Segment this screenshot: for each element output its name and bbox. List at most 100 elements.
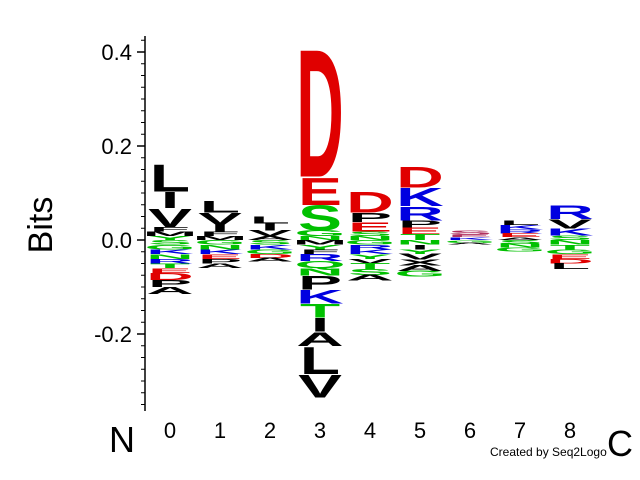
- y-tick-label: 0.0: [101, 228, 132, 253]
- logo-letter-n: N: [546, 239, 593, 246]
- logo-letter-k: K: [396, 183, 443, 212]
- logo-letter-v: V: [248, 229, 292, 238]
- logo-letter-g: G: [244, 248, 295, 255]
- logo-letter-a: A: [196, 262, 243, 269]
- logo-letter-p: P: [198, 258, 242, 265]
- x-tick-label: 3: [314, 418, 326, 443]
- logo-letter-y: Y: [348, 253, 392, 260]
- logo-letter-r: R: [346, 244, 393, 251]
- logo-letter-g: G: [394, 270, 445, 279]
- logo-letter-m: M: [193, 235, 248, 241]
- credit-text: Created by Seq2Logo: [490, 445, 607, 459]
- logo-letter-i: I: [311, 314, 329, 336]
- logo-letter-g: G: [144, 244, 195, 251]
- logo-letter-d: D: [146, 271, 193, 282]
- logo-letter-s: S: [348, 268, 392, 277]
- logo-letter-s: S: [448, 230, 492, 236]
- logo-letter-t: T: [300, 300, 341, 322]
- logo-letter-a: A: [396, 264, 443, 273]
- x-tick-label: 0: [164, 418, 176, 443]
- logo-letter-e: E: [398, 225, 442, 236]
- logo-letter-d: D: [246, 253, 293, 259]
- y-tick-label: 0.2: [101, 134, 132, 159]
- x-tick-label: 4: [364, 418, 376, 443]
- logo-letter-n: N: [496, 243, 543, 249]
- logo-letter-y: Y: [148, 235, 192, 241]
- logo-letter-n: N: [146, 253, 193, 260]
- logo-letter-s: S: [498, 239, 542, 245]
- logo-letter-i: I: [211, 223, 229, 234]
- logo-letter-t: T: [400, 233, 441, 242]
- logo-letter-i: I: [161, 188, 179, 214]
- c-terminus-label: C: [607, 423, 633, 464]
- logo-letter-g: G: [294, 229, 345, 238]
- logo-letter-k: K: [446, 236, 494, 240]
- logo-letter-v: V: [398, 253, 442, 262]
- x-tick-label: 6: [464, 418, 476, 443]
- logo-letter-e: E: [298, 170, 342, 213]
- logo-letter-d: D: [396, 161, 443, 194]
- logo-letter-a: A: [246, 235, 293, 241]
- logo-letter-y: Y: [398, 248, 442, 255]
- logo-letter-i: I: [261, 222, 279, 233]
- logo-letter-s: S: [248, 239, 292, 246]
- logo-letter-k: K: [296, 286, 343, 308]
- logo-letter-s: S: [548, 234, 592, 241]
- logo-letter-k: K: [246, 244, 294, 251]
- logo-letter-r: R: [296, 252, 343, 263]
- logo-letter-t: T: [350, 262, 391, 271]
- logo-letter-k: K: [146, 248, 194, 255]
- logo-letter-r: R: [496, 229, 543, 235]
- logo-letter-t: T: [150, 262, 191, 269]
- logo-letter-a: A: [496, 236, 543, 240]
- logo-letter-a: A: [446, 242, 493, 245]
- logo-letter-s: S: [298, 199, 342, 239]
- logo-letter-g: G: [194, 239, 245, 246]
- logo-letter-x: X: [398, 258, 442, 267]
- logo-letter-e: E: [148, 267, 192, 274]
- logo-letter-n: N: [296, 235, 343, 241]
- logo-letter-l: L: [550, 262, 590, 271]
- logo-letter-n: N: [346, 235, 393, 241]
- logo-letter-s: S: [148, 239, 192, 246]
- logo-letter-l: L: [300, 339, 340, 382]
- logo-letter-d: D: [346, 186, 393, 219]
- logo-letter-g: G: [444, 239, 495, 243]
- logo-letter-r: R: [146, 258, 193, 265]
- logo-letter-k: K: [546, 226, 594, 237]
- logo-letter-p: P: [298, 272, 342, 294]
- logo-letter-n: N: [196, 244, 243, 251]
- logo-letter-g: G: [544, 248, 595, 255]
- x-tick-label: 5: [414, 418, 426, 443]
- logo-letter-d: D: [546, 258, 593, 265]
- logo-letter-v: V: [548, 217, 592, 232]
- logo-letter-e: E: [448, 234, 492, 238]
- x-tick-label: 8: [564, 418, 576, 443]
- logo-letter-v: V: [348, 258, 392, 265]
- y-tick-label: 0.4: [101, 40, 132, 65]
- logo-letter-f: F: [150, 226, 190, 233]
- x-tick-label: 2: [264, 418, 276, 443]
- logo-letter-e: E: [498, 232, 542, 238]
- logo-letter-k: K: [196, 248, 244, 255]
- logo-letter-f: F: [300, 248, 340, 255]
- logo-letter-e: E: [348, 220, 392, 235]
- logo-letter-l: L: [250, 215, 290, 226]
- logo-letter-m: M: [143, 230, 198, 237]
- logo-letter-m: M: [293, 239, 348, 246]
- logo-letter-p: P: [148, 278, 192, 289]
- logo-letter-e: E: [198, 253, 242, 260]
- logo-letter-a: A: [346, 273, 393, 282]
- logo-letter-r: R: [396, 203, 443, 225]
- logo-letter-v: V: [198, 210, 242, 228]
- logo-letter-y: Y: [298, 244, 342, 251]
- logo-letter-p: P: [348, 211, 392, 226]
- y-tick-label: -0.2: [94, 322, 132, 347]
- logo-letter-f: F: [200, 230, 240, 237]
- logo-letter-q: Q: [294, 259, 345, 270]
- logo-letter-v: V: [298, 368, 342, 404]
- logo-letter-a: A: [146, 285, 193, 296]
- logo-letter-a: A: [246, 257, 293, 263]
- logo-letter-n: N: [296, 266, 343, 277]
